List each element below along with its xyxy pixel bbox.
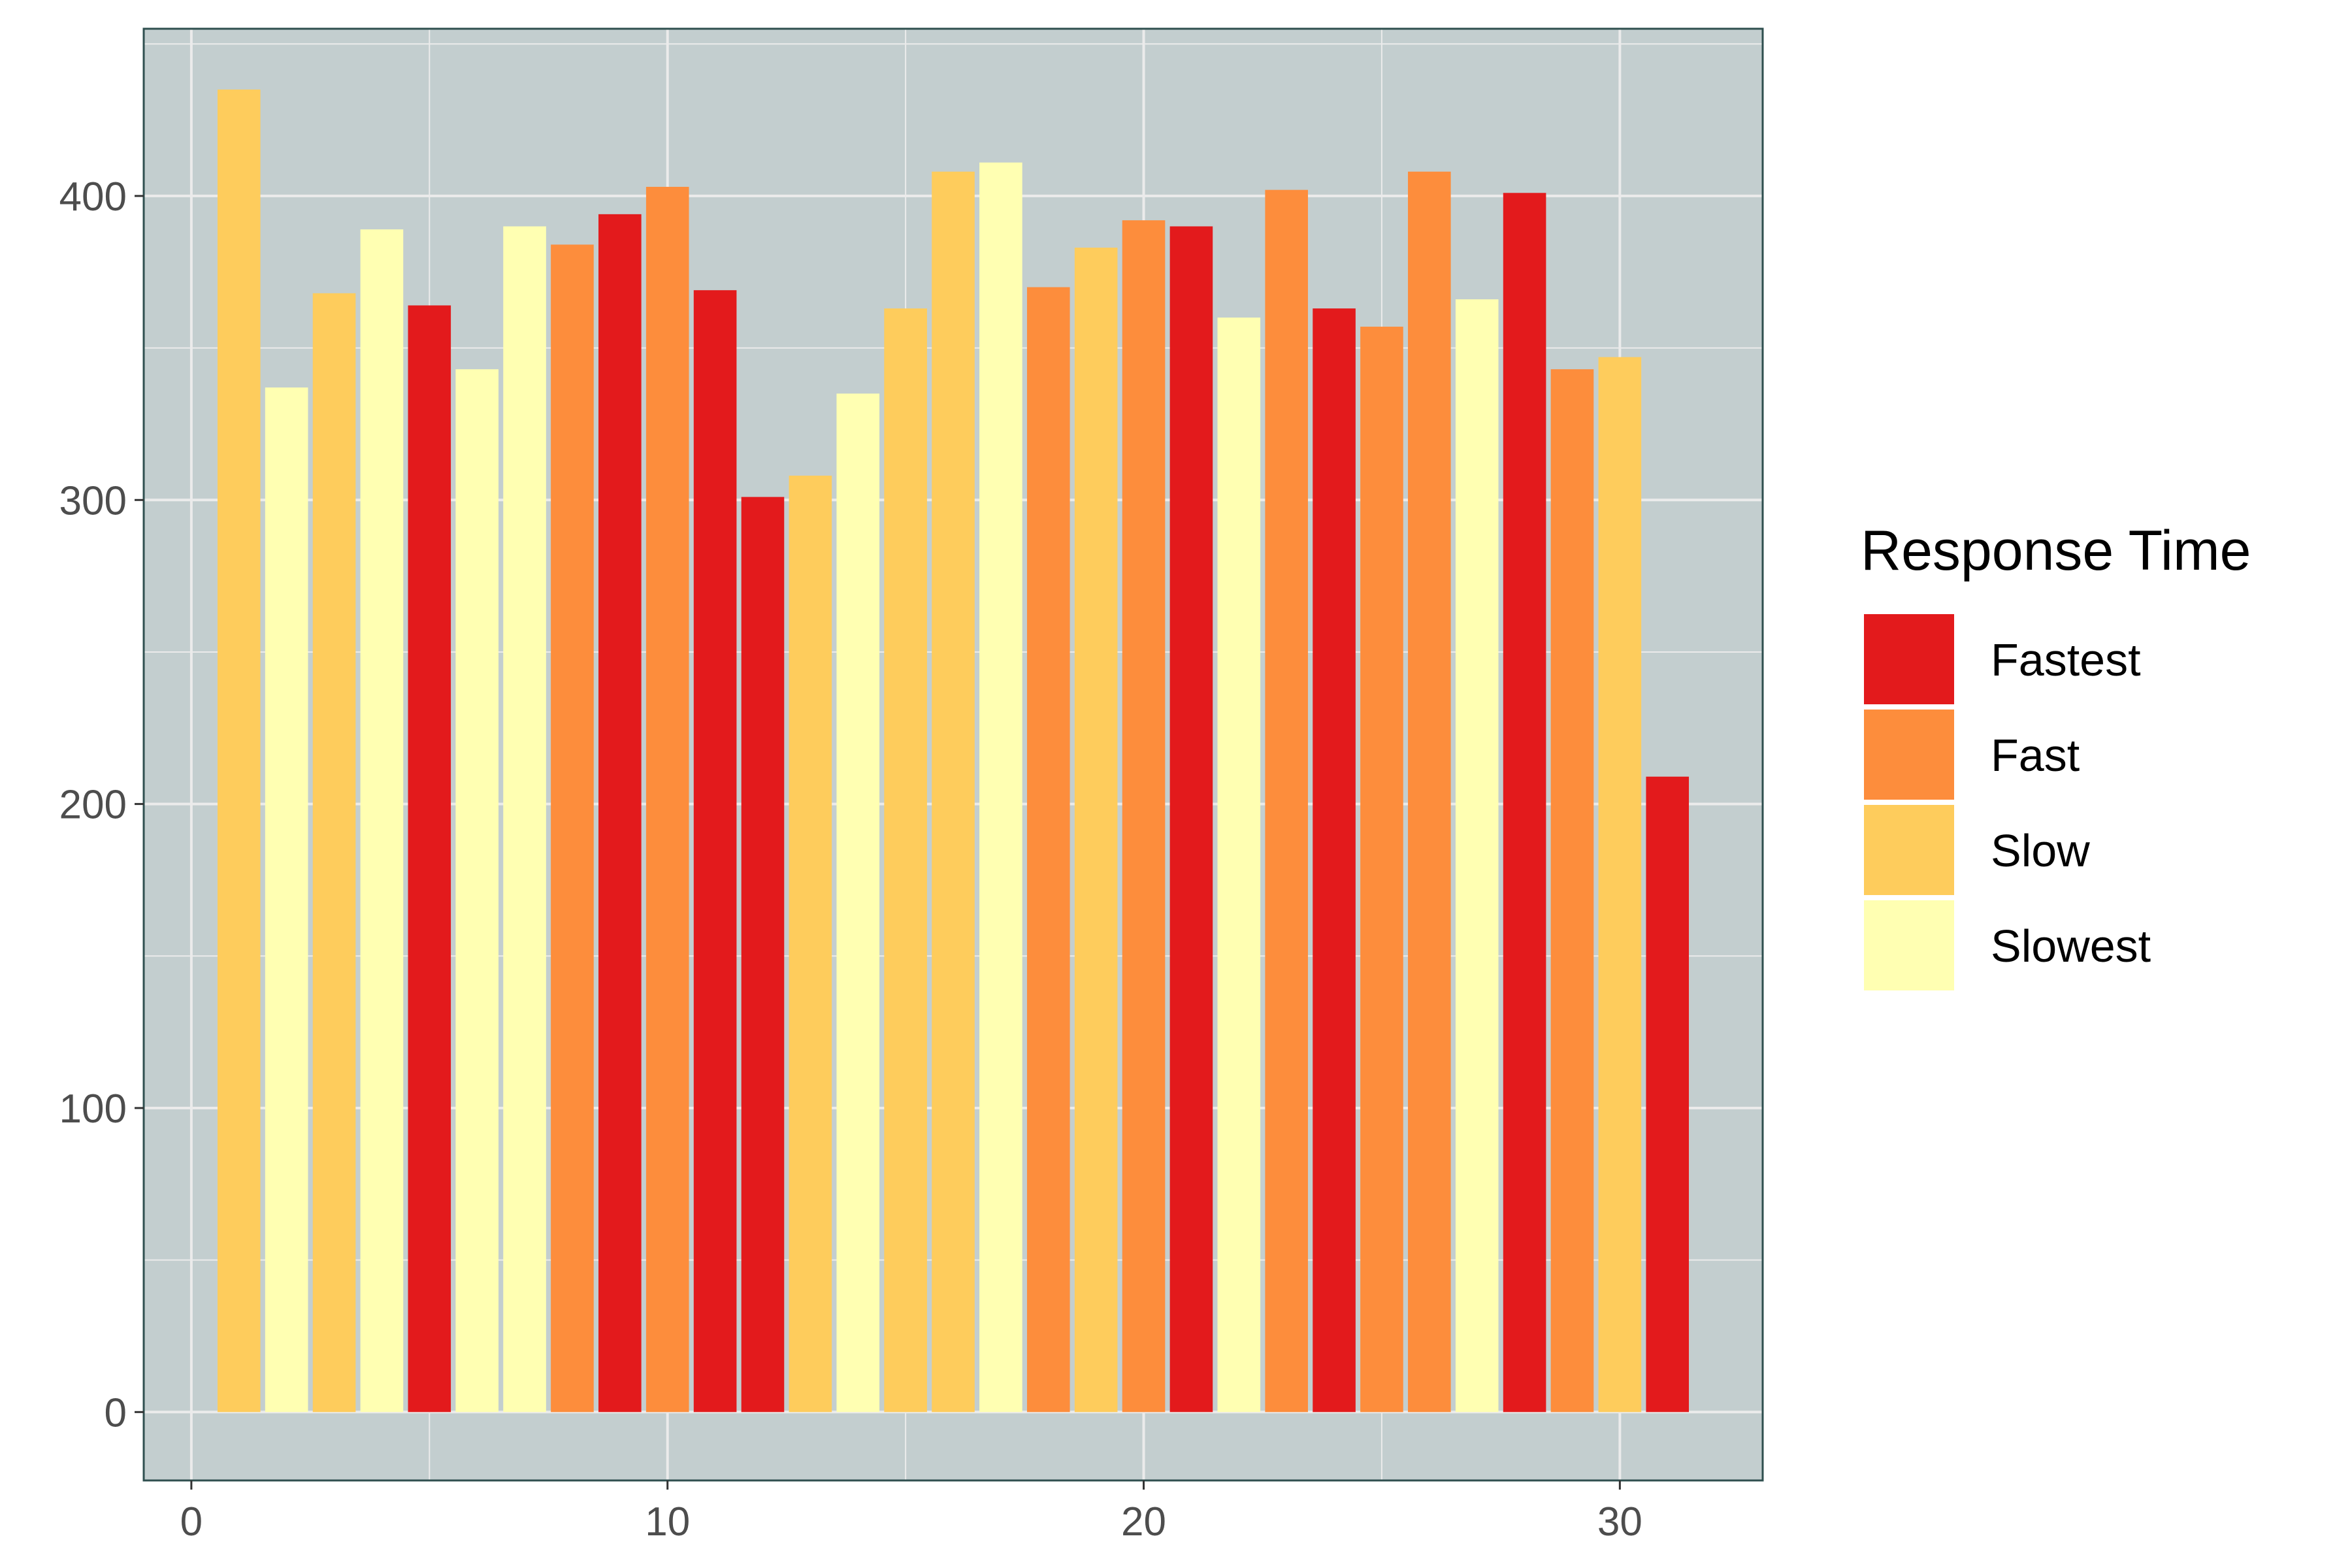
bar [598, 214, 642, 1413]
legend-label-fastest: Fastest [1991, 634, 2141, 685]
legend-label-slowest: Slowest [1991, 921, 2151, 972]
legend-entries: Fastest Fast Slow Slowest [1864, 614, 2151, 990]
legend-key-fastest [1864, 614, 1954, 704]
bar [789, 476, 832, 1413]
bars [217, 90, 1690, 1413]
y-tick-label: 200 [59, 783, 127, 828]
legend-label-slow: Slow [1991, 825, 2090, 876]
y-axis: 0 100 200 300 400 [59, 174, 144, 1435]
x-tick-label: 10 [645, 1499, 690, 1544]
panel-border [142, 27, 1764, 1482]
bar [1503, 193, 1546, 1413]
legend-key-slowest [1864, 900, 1954, 990]
bar [1455, 299, 1499, 1413]
bar [645, 186, 689, 1413]
bar [884, 308, 927, 1413]
bar [265, 387, 308, 1413]
x-axis: 0 10 20 30 [180, 1480, 1642, 1544]
bar [1598, 357, 1642, 1413]
bar [979, 162, 1022, 1413]
bar [1074, 248, 1118, 1413]
bar [1360, 327, 1403, 1413]
bar [408, 305, 451, 1413]
bar [1265, 189, 1308, 1413]
bar [312, 293, 356, 1413]
x-tick-label: 30 [1597, 1499, 1642, 1544]
bar [217, 90, 261, 1413]
bar [551, 244, 594, 1413]
legend-title: Response Time [1861, 519, 2251, 582]
y-tick-label: 300 [59, 478, 127, 523]
bar [1313, 308, 1356, 1413]
bar [932, 171, 975, 1413]
bar [1217, 318, 1261, 1413]
bar [836, 393, 880, 1413]
bar [741, 497, 785, 1413]
legend-label-fast: Fast [1991, 730, 2080, 781]
bar [455, 369, 498, 1413]
bar [360, 229, 404, 1413]
bar [1408, 171, 1451, 1413]
bar [1169, 226, 1213, 1413]
bar [503, 226, 546, 1413]
x-tick-label: 0 [180, 1499, 203, 1544]
bar [1122, 220, 1166, 1413]
y-tick-label: 100 [59, 1086, 127, 1132]
x-tick-label: 20 [1121, 1499, 1166, 1544]
legend: Response Time Fastest Fast Slow Slowest [1861, 519, 2251, 990]
bar [1026, 287, 1070, 1413]
bar [1550, 369, 1594, 1413]
y-tick-label: 400 [59, 174, 127, 220]
legend-key-fast [1864, 710, 1954, 800]
bar [693, 290, 737, 1413]
y-tick-label: 0 [105, 1390, 127, 1435]
bar [1646, 776, 1690, 1413]
legend-key-slow [1864, 805, 1954, 895]
